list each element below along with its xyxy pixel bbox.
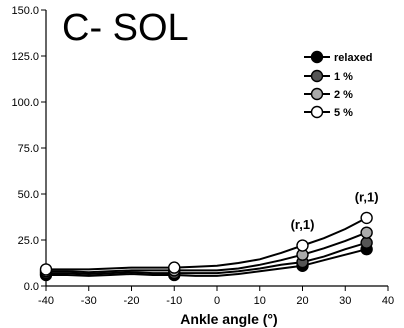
series-point-3 — [296, 239, 309, 252]
series-line-2 — [46, 231, 367, 274]
y-tick-label: 50.0 — [18, 189, 39, 201]
annotation-label: (r,1) — [355, 189, 379, 204]
x-tick-label: 30 — [339, 295, 351, 307]
y-tick-label: 125.0 — [11, 51, 39, 63]
x-axis-label: Ankle angle (°) — [180, 311, 277, 327]
series-line-0 — [46, 248, 367, 277]
x-tick-label: -30 — [81, 295, 97, 307]
legend-marker — [310, 105, 324, 119]
legend-label: 2 % — [334, 89, 353, 101]
y-tick-label: 100.0 — [11, 97, 39, 109]
series-point-3 — [168, 261, 181, 274]
y-tick-label: 150.0 — [11, 5, 39, 17]
series-point-3 — [360, 211, 373, 225]
legend-marker — [310, 50, 324, 64]
x-tick-label: -10 — [166, 295, 182, 307]
legend-label: relaxed — [334, 52, 373, 64]
series-point-3 — [39, 263, 53, 276]
legend-marker — [310, 87, 324, 101]
series-line-3 — [46, 217, 368, 271]
x-tick-label: 40 — [382, 295, 394, 307]
series-point-2 — [360, 226, 373, 239]
x-tick-label: -40 — [38, 295, 54, 307]
series-line-1 — [46, 241, 367, 276]
legend-label: 1 % — [334, 71, 353, 83]
y-tick-label: 0.0 — [24, 281, 39, 293]
panel-label: C- SOL — [62, 7, 189, 49]
legend-label: 5 % — [334, 107, 353, 119]
x-tick-label: 10 — [254, 295, 266, 307]
legend-marker — [310, 69, 324, 83]
x-tick-label: -20 — [124, 295, 140, 307]
annotation-label: (r,1) — [291, 217, 315, 232]
series-point-1 — [360, 236, 373, 249]
y-tick-label: 75.0 — [18, 143, 39, 155]
x-tick-label: 20 — [296, 295, 308, 307]
x-tick-label: 0 — [214, 295, 220, 307]
y-tick-label: 25.0 — [18, 235, 39, 247]
